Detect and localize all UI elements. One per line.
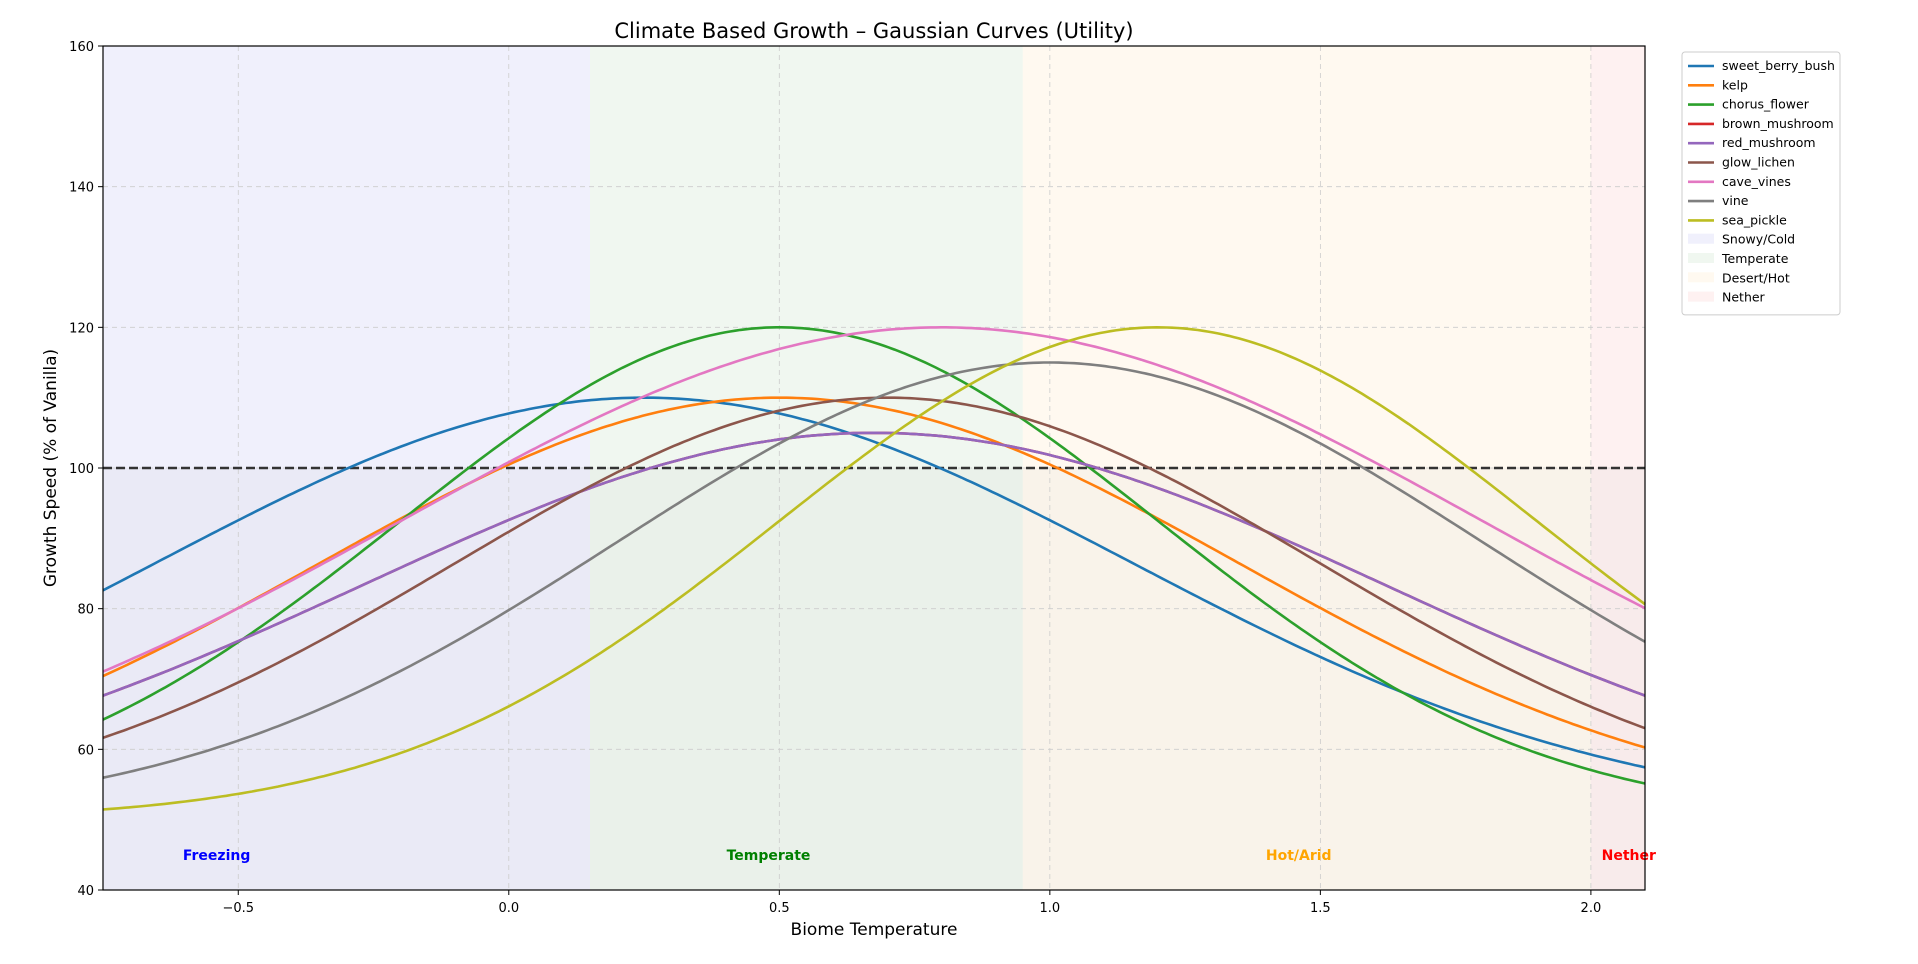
x-tick-label: 0.0 (498, 901, 519, 916)
ticks-layer: −0.5 0.0 0.5 1.0 1.5 2.0 40 60 80 100 120 140 160 (69, 40, 1601, 916)
series-line-vine (102, 361, 1646, 779)
legend-label: vine (1722, 193, 1749, 208)
legend-swatch-region (1688, 253, 1714, 263)
y-axis-label: Growth Speed (% of Vanilla) (41, 349, 61, 587)
chart-title: Climate Based Growth – Gaussian Curves (… (614, 19, 1133, 43)
y-tick-label: 160 (69, 40, 94, 55)
x-tick-label: 1.5 (1310, 901, 1331, 916)
annotation-nether: Nether (1602, 848, 1656, 864)
legend-label: cave_vines (1722, 174, 1791, 189)
y-tick-label: 100 (69, 462, 94, 477)
legend-label: chorus_flower (1722, 97, 1810, 112)
legend-label: glow_lichen (1722, 155, 1795, 170)
legend-label: red_mushroom (1722, 135, 1816, 150)
series-line-sweet_berry_bush (102, 396, 1646, 769)
annotations-layer: Freezing Temperate Hot/Arid Nether (183, 848, 1656, 864)
legend-box (1681, 51, 1841, 316)
x-tick-label: 0.5 (769, 901, 790, 916)
legend-swatch-region (1688, 291, 1714, 302)
annotation-hot-arid: Hot/Arid (1266, 848, 1332, 864)
curves-layer (102, 325, 1646, 811)
x-tick-label: 1.0 (1039, 901, 1060, 916)
legend-label: Desert/Hot (1722, 270, 1790, 285)
legend-swatch-region (1688, 272, 1714, 283)
x-tick-label: 2.0 (1581, 901, 1602, 916)
legend-label: kelp (1722, 77, 1748, 92)
y-tick-label: 140 (69, 181, 94, 196)
below-vanilla-shade (103, 468, 1645, 890)
series-line-cave_vines (102, 326, 1646, 673)
annotation-temperate: Temperate (727, 848, 811, 864)
legend-label: brown_mushroom (1722, 116, 1834, 131)
y-tick-label: 120 (69, 321, 94, 336)
annotation-freezing: Freezing (183, 848, 251, 864)
series-line-sea_pickle (102, 325, 1646, 811)
series-line-chorus_flower (102, 326, 1646, 785)
x-axis-label: Biome Temperature (791, 920, 958, 940)
y-tick-label: 40 (77, 884, 94, 899)
y-tick-label: 80 (77, 603, 94, 618)
legend-label: sea_pickle (1722, 212, 1787, 227)
legend-label: Temperate (1721, 251, 1789, 266)
legend-label: Snowy/Cold (1722, 232, 1795, 247)
legend-label: Nether (1722, 290, 1766, 305)
y-tick-label: 60 (77, 743, 94, 758)
legend-label: sweet_berry_bush (1722, 58, 1835, 73)
series-line-kelp (102, 396, 1646, 749)
series-line-red_mushroom (102, 431, 1646, 697)
x-tick-label: −0.5 (222, 901, 254, 916)
legend-swatch-region (1688, 233, 1714, 244)
